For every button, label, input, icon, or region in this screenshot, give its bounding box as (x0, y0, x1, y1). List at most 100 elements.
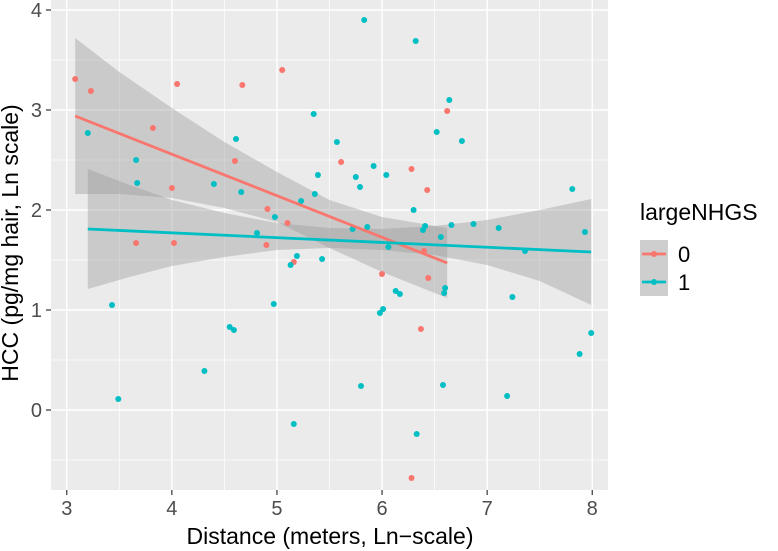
x-axis-label: Distance (meters, Ln−scale) (187, 523, 474, 549)
data-point-1 (134, 180, 141, 186)
data-point-0 (408, 475, 415, 481)
data-point-0 (379, 271, 385, 277)
confidence-bands (75, 38, 592, 305)
fit-lines (74, 114, 592, 265)
data-point-0 (264, 206, 271, 212)
x-tick-label: 7 (482, 498, 493, 520)
data-point-1 (422, 223, 429, 229)
data-point-1 (310, 111, 317, 117)
data-point-0 (444, 108, 451, 114)
data-point-0 (133, 240, 140, 246)
data-point-1 (352, 174, 359, 180)
data-point-1 (84, 130, 91, 136)
data-point-0 (174, 81, 181, 87)
data-point-1 (448, 222, 455, 228)
data-point-1 (314, 172, 321, 178)
data-point-1 (410, 207, 417, 213)
legend: largeNHGS 0 1 (640, 199, 758, 296)
data-point-1 (271, 214, 278, 220)
data-point-1 (581, 229, 588, 235)
data-point-0 (284, 220, 291, 226)
data-point-1 (298, 198, 305, 204)
data-point-1 (458, 138, 465, 144)
legend-entry-1: 1 (678, 270, 690, 295)
data-point-1 (385, 244, 392, 250)
data-point-1 (433, 129, 440, 135)
data-point-1 (364, 224, 371, 230)
data-point-0 (168, 185, 175, 191)
data-point-1 (370, 163, 377, 169)
data-point-1 (437, 234, 444, 240)
x-axis: 3 4 5 6 7 8 (61, 490, 598, 520)
data-point-0 (149, 125, 156, 131)
legend-title: largeNHGS (640, 199, 758, 225)
data-point-1 (358, 383, 364, 389)
data-point-0 (417, 326, 424, 332)
data-point-0 (231, 158, 238, 164)
data-point-1 (109, 302, 115, 308)
data-point-1 (376, 310, 383, 316)
data-point-1 (576, 351, 583, 357)
confidence-band-0 (75, 38, 448, 298)
data-point-1 (396, 291, 403, 297)
data-point-1 (233, 136, 239, 142)
data-point-1 (238, 189, 245, 195)
data-point-1 (115, 396, 122, 402)
data-point-1 (290, 421, 297, 427)
x-tick-label: 3 (61, 498, 72, 520)
data-point-1 (201, 368, 208, 374)
data-point-1 (333, 139, 340, 145)
data-point-1 (446, 97, 453, 103)
data-point-1 (287, 262, 294, 268)
legend-entry-0: 0 (678, 242, 690, 267)
y-tick-label: 3 (31, 100, 42, 122)
fit-line-0 (74, 114, 448, 265)
data-point-1 (588, 330, 595, 336)
data-point-0 (408, 166, 415, 172)
data-point-1 (383, 172, 390, 178)
y-axis: 0 1 2 3 4 (31, 0, 51, 422)
y-tick-label: 1 (31, 300, 42, 322)
data-point-1 (361, 17, 368, 23)
fit-line-1 (87, 227, 592, 254)
data-points (72, 17, 595, 481)
data-point-1 (230, 327, 237, 333)
y-axis-label: HCC (pg/mg hair, Ln scale) (0, 104, 23, 381)
data-point-1 (319, 256, 326, 262)
data-point-1 (133, 157, 140, 163)
data-point-1 (270, 301, 277, 307)
data-point-1 (210, 181, 217, 187)
data-point-1 (413, 431, 420, 437)
data-point-0 (424, 187, 431, 193)
confidence-band-1 (87, 169, 592, 305)
data-point-1 (357, 184, 363, 190)
data-point-1 (441, 290, 448, 296)
data-point-0 (338, 159, 345, 165)
data-point-1 (495, 225, 502, 231)
y-tick-label: 0 (31, 400, 42, 422)
data-point-0 (263, 242, 270, 248)
data-point-0 (279, 67, 286, 73)
legend-key-point-0 (651, 251, 657, 257)
x-tick-label: 5 (271, 498, 282, 520)
data-point-1 (254, 230, 260, 236)
x-tick-label: 8 (587, 498, 598, 520)
x-tick-label: 4 (166, 498, 177, 520)
data-point-1 (470, 221, 477, 227)
grid-minor (51, 0, 608, 490)
data-point-0 (87, 88, 94, 94)
data-point-1 (442, 285, 449, 291)
data-point-1 (504, 393, 511, 399)
data-point-0 (72, 76, 79, 82)
legend-key-point-1 (651, 279, 657, 285)
data-point-1 (392, 288, 399, 294)
data-point-1 (509, 294, 516, 300)
data-point-1 (380, 306, 387, 312)
data-point-0 (425, 275, 432, 281)
data-point-0 (239, 82, 246, 88)
data-point-1 (293, 253, 300, 259)
data-point-1 (412, 38, 419, 44)
data-point-1 (440, 382, 446, 388)
data-point-0 (171, 240, 177, 246)
